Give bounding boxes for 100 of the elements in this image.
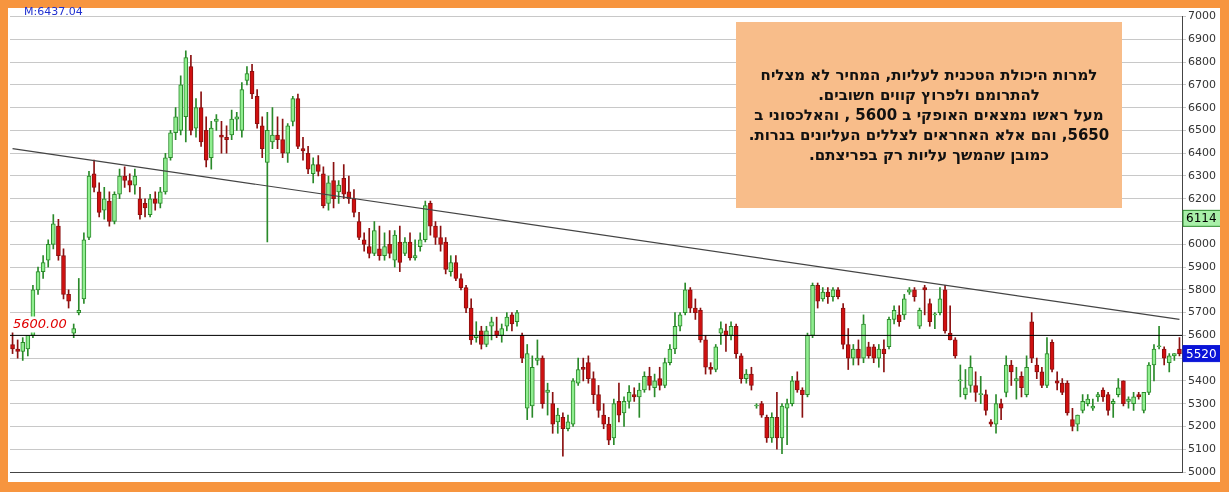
candlestick [280,118,285,159]
candlestick [744,369,749,384]
candlestick [443,237,449,275]
candlestick [224,125,229,154]
candlestick [76,278,82,316]
y-tick-label: 5100 [1188,442,1217,456]
y-tick-label: 5200 [1188,419,1217,433]
y-tick-label: 6900 [1188,32,1217,46]
candlestick [1177,337,1182,357]
candlestick [535,339,540,366]
y-tick-label: 5600 [1188,328,1217,342]
candlestick [698,307,703,343]
candlestick [1090,398,1096,411]
candlestick [647,366,652,391]
candlestick [861,314,866,364]
candlestick [214,114,219,131]
candlestick [484,325,489,348]
candlestick [815,282,820,309]
candlestick [708,362,713,375]
candlestick [265,111,270,243]
candlestick [336,180,341,204]
candlestick [1080,394,1085,414]
y-tick-label: 5700 [1188,305,1217,319]
candlestick [1075,414,1080,432]
ref-line-label: 5600.00 [13,316,67,332]
y-tick-label: 6700 [1188,77,1217,91]
y-tick-label: 5000 [1188,464,1217,478]
candlestick [428,200,433,236]
candlestick [749,366,754,391]
candlestick [331,162,336,209]
candlestick [963,369,968,400]
candlestick [1156,325,1162,350]
candlestick [652,373,657,398]
candlestick [412,239,418,261]
candlestick [968,355,973,393]
candlestick [1024,355,1029,398]
candlestick [754,403,759,409]
y-tick-label: 6000 [1188,237,1217,251]
candlestick [586,355,591,384]
annotation: 6114 [1186,211,1217,226]
candlestick [856,339,861,366]
candlestick [173,107,178,140]
candlestick [163,152,168,195]
candlestick [321,166,326,209]
candlestick [300,136,306,161]
candlestick [810,282,815,338]
candlestick [932,312,938,329]
note-box: למרות היכולת הטכנית לעליות, המחיר לא מצליח להתרומם ולפרוץ קווים חשובים. מעל ראשו נמצאים האופקי ב 5600 , והאלכסוני ב 5650, והם אלא האחראים לצללים העליונים בנרות. כמובן שהמשך עליות רק בפריצתם. [736,22,1122,208]
candlestick [580,357,586,382]
candlestick [851,344,856,366]
candlestick [1054,371,1060,391]
candlestick [800,387,805,418]
candlestick [805,332,810,398]
candlestick [1110,398,1116,418]
candlestick [922,284,927,316]
y-tick-label: 5300 [1188,396,1217,410]
candlestick [1115,378,1121,398]
candlestick [1070,407,1075,432]
candlestick [50,214,56,250]
candlestick [438,225,443,252]
candlestick [1172,353,1177,361]
candlestick [631,387,637,402]
candlestick [1136,391,1142,400]
candlestick [107,191,112,227]
candlestick [601,403,606,430]
y-tick-label: 7000 [1188,9,1217,23]
candlestick [703,335,708,375]
candlestick [693,298,698,320]
candlestick [157,187,163,209]
y-tick-label: 6300 [1188,168,1217,182]
y-tick-label: 5800 [1188,282,1217,296]
candlestick [596,385,601,418]
candlestick [117,168,122,200]
candlestick [219,121,224,154]
candlestick [1014,366,1019,400]
candlestick [1126,396,1131,409]
candlestick [1121,380,1126,407]
candlestick [545,382,550,416]
candlestick [372,221,377,257]
y-tick-label: 6500 [1188,123,1217,137]
candlestick [540,355,545,409]
candlestick [56,218,61,261]
candlestick [479,325,484,350]
candlestick [61,248,66,300]
y-tick-label: 6200 [1188,191,1217,205]
candlestick [122,166,127,188]
candlestick [550,391,556,434]
candlestick [382,232,387,261]
candlestick [642,371,647,393]
annotation: 5520 [1186,346,1217,361]
candlestick [636,382,642,418]
candlestick [377,225,382,261]
candlestick [866,341,871,359]
candlestick [1065,380,1070,416]
y-tick-label: 5400 [1188,373,1217,387]
candlestick [529,355,535,418]
candlestick [1131,391,1136,411]
y-tick-label: 5900 [1188,259,1217,273]
candlestick [270,107,275,149]
candlestick [591,371,596,405]
